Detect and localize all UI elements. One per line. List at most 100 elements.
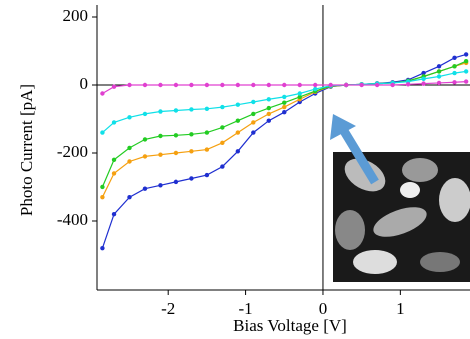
data-point bbox=[359, 83, 363, 87]
data-point bbox=[143, 112, 147, 116]
y-tick-label: -200 bbox=[57, 142, 88, 161]
data-point bbox=[251, 83, 255, 87]
data-point bbox=[464, 59, 468, 63]
page: {"chart_data": {"type": "line", "xlabel"… bbox=[0, 0, 470, 339]
data-point bbox=[143, 83, 147, 87]
data-point bbox=[267, 112, 271, 116]
data-point bbox=[282, 83, 286, 87]
data-point bbox=[205, 107, 209, 111]
data-point bbox=[282, 110, 286, 114]
data-point bbox=[251, 100, 255, 104]
data-point bbox=[100, 185, 104, 189]
data-point bbox=[344, 83, 348, 87]
data-point bbox=[174, 151, 178, 155]
data-point bbox=[236, 83, 240, 87]
data-point bbox=[174, 83, 178, 87]
data-point bbox=[298, 83, 302, 87]
data-point bbox=[205, 130, 209, 134]
data-point bbox=[127, 159, 131, 163]
data-point bbox=[112, 171, 116, 175]
data-point bbox=[220, 105, 224, 109]
data-point bbox=[406, 82, 410, 86]
x-axis-label: Bias Voltage [V] bbox=[233, 316, 347, 335]
data-point bbox=[112, 120, 116, 124]
data-point bbox=[464, 79, 468, 83]
inset-image bbox=[333, 152, 470, 282]
data-point bbox=[174, 180, 178, 184]
data-point bbox=[282, 95, 286, 99]
data-point bbox=[437, 81, 441, 85]
data-point bbox=[452, 80, 456, 84]
data-point bbox=[100, 91, 104, 95]
data-point bbox=[236, 149, 240, 153]
data-point bbox=[375, 83, 379, 87]
data-point bbox=[205, 147, 209, 151]
data-point bbox=[329, 83, 333, 87]
y-tick-label: 0 bbox=[80, 74, 89, 93]
data-point bbox=[189, 83, 193, 87]
data-point bbox=[112, 84, 116, 88]
data-point bbox=[100, 246, 104, 250]
data-point bbox=[143, 154, 147, 158]
data-point bbox=[267, 118, 271, 122]
data-point bbox=[174, 133, 178, 137]
data-point bbox=[390, 83, 394, 87]
data-point bbox=[189, 149, 193, 153]
data-point bbox=[158, 134, 162, 138]
data-point bbox=[267, 97, 271, 101]
data-point bbox=[251, 130, 255, 134]
y-axis-label: Photo Current [pA] bbox=[17, 84, 36, 216]
data-point bbox=[464, 69, 468, 73]
data-point bbox=[127, 83, 131, 87]
data-point bbox=[174, 108, 178, 112]
data-point bbox=[189, 132, 193, 136]
data-point bbox=[251, 120, 255, 124]
data-point bbox=[158, 183, 162, 187]
data-point bbox=[313, 83, 317, 87]
x-tick-label: -2 bbox=[161, 299, 175, 318]
data-point bbox=[421, 81, 425, 85]
data-point bbox=[112, 158, 116, 162]
data-point bbox=[464, 52, 468, 56]
data-point bbox=[112, 212, 116, 216]
data-point bbox=[158, 109, 162, 113]
data-point bbox=[158, 83, 162, 87]
data-point bbox=[267, 106, 271, 110]
data-point bbox=[189, 107, 193, 111]
data-point bbox=[452, 56, 456, 60]
data-point bbox=[236, 118, 240, 122]
data-point bbox=[437, 74, 441, 78]
data-point bbox=[220, 125, 224, 129]
data-point bbox=[127, 195, 131, 199]
y-tick-label: 200 bbox=[63, 6, 89, 25]
data-point bbox=[143, 137, 147, 141]
data-point bbox=[282, 100, 286, 104]
data-point bbox=[189, 176, 193, 180]
data-point bbox=[100, 195, 104, 199]
data-point bbox=[220, 164, 224, 168]
y-tick-label: -400 bbox=[57, 210, 88, 229]
data-point bbox=[437, 69, 441, 73]
data-point bbox=[452, 71, 456, 75]
data-point bbox=[313, 87, 317, 91]
data-point bbox=[452, 64, 456, 68]
x-tick-label: 1 bbox=[396, 299, 405, 318]
data-point bbox=[100, 130, 104, 134]
data-point bbox=[251, 112, 255, 116]
data-point bbox=[220, 83, 224, 87]
data-point bbox=[298, 91, 302, 95]
data-point bbox=[127, 115, 131, 119]
data-point bbox=[220, 141, 224, 145]
data-point bbox=[158, 152, 162, 156]
data-point bbox=[127, 146, 131, 150]
data-point bbox=[205, 173, 209, 177]
chart: 2000-200-400-2-101 Bias Voltage [V] Phot… bbox=[0, 0, 470, 339]
data-point bbox=[421, 77, 425, 81]
data-point bbox=[236, 130, 240, 134]
data-point bbox=[236, 103, 240, 107]
data-point bbox=[205, 83, 209, 87]
data-point bbox=[437, 64, 441, 68]
data-point bbox=[282, 105, 286, 109]
data-point bbox=[143, 186, 147, 190]
data-point bbox=[267, 83, 271, 87]
